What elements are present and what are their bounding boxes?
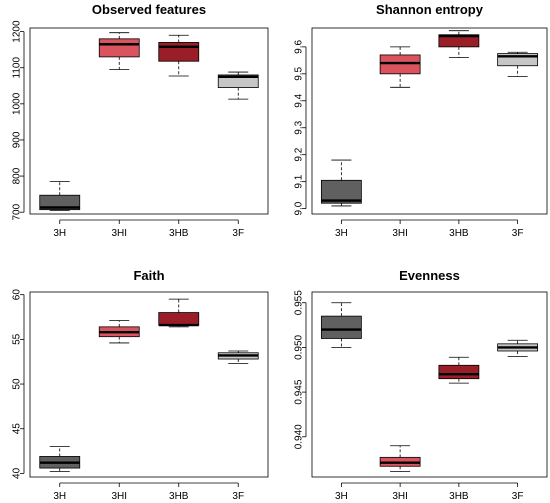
panel-title: Faith: [133, 268, 164, 283]
y-tick-label: 9.5: [294, 66, 305, 80]
x-tick-label: 3HI: [111, 491, 127, 502]
y-tick-label: 0.950: [294, 334, 305, 359]
y-tick-label: 45: [12, 423, 23, 435]
plot-frame: [311, 291, 548, 478]
box-3F: [497, 339, 539, 357]
box-3F: [497, 51, 539, 77]
panel-title: Observed features: [92, 2, 206, 17]
box-3HI: [98, 320, 140, 344]
box-3H: [320, 159, 362, 207]
y-tick-label: 55: [12, 333, 23, 345]
iqr-box: [379, 54, 421, 75]
iqr-box: [98, 38, 140, 58]
box-3F: [217, 71, 259, 100]
y-tick-label: 1200: [11, 20, 22, 43]
plot-frame: [29, 291, 269, 478]
x-tick-label: 3HB: [449, 491, 469, 502]
box-3H: [39, 446, 81, 473]
iqr-box: [39, 194, 81, 211]
y-tick-label: 900: [12, 131, 23, 148]
y-tick-label: 700: [12, 203, 23, 220]
panel-2: Shannon entropy 9.0 9.1 9.2 9.3 9.4 9.5 9.6 3H 3H…: [294, 2, 548, 239]
box-3HB: [438, 30, 480, 59]
plot-frame: [29, 27, 269, 215]
box-3H: [320, 302, 362, 348]
x-tick-label: 3F: [232, 491, 244, 502]
x-tick-label: 3HB: [169, 228, 189, 239]
box-3HB: [158, 34, 200, 77]
x-tick-label: 3F: [512, 491, 524, 502]
panel-title: Evenness: [399, 268, 460, 283]
panel-title: Shannon entropy: [376, 2, 484, 17]
y-tick-label: 9.3: [294, 120, 305, 134]
y-tick-label: 0.940: [294, 424, 305, 449]
x-tick-label: 3F: [512, 228, 524, 239]
y-tick-label: 1000: [12, 92, 23, 115]
x-tick-label: 3H: [335, 228, 348, 239]
iqr-box: [158, 42, 200, 62]
y-tick-label: 0.945: [294, 379, 305, 404]
iqr-box: [217, 74, 259, 88]
iqr-box: [320, 179, 362, 204]
box-3H: [39, 181, 81, 211]
iqr-box: [438, 364, 480, 380]
x-tick-label: 3HI: [111, 228, 127, 239]
box-3HI: [379, 445, 421, 473]
box-3HB: [158, 298, 200, 328]
iqr-box: [320, 315, 362, 339]
panel-4: Evenness 0.940 0.945 0.950 0.955 3H 3HI 3HB 3F: [294, 268, 548, 502]
x-tick-label: 3HI: [392, 491, 408, 502]
iqr-box: [158, 312, 200, 326]
x-tick-label: 3HB: [169, 491, 189, 502]
y-tick-label: 1100: [12, 57, 23, 79]
y-tick-label: 9.4: [294, 93, 305, 107]
y-tick-label: 60: [12, 289, 23, 301]
x-tick-label: 3H: [335, 491, 348, 502]
panel-1: Observed features 700 800 900 1000 1100 1200 3H…: [11, 2, 269, 239]
y-tick-label: 40: [12, 467, 23, 479]
box-3HI: [98, 32, 140, 70]
x-tick-label: 3HI: [392, 228, 408, 239]
panel-3: Faith 40 45 50 55 60 3H 3HI 3HB 3F: [12, 268, 269, 502]
box-3F: [217, 350, 259, 364]
y-tick-label: 9.0: [294, 201, 305, 215]
x-tick-label: 3H: [53, 228, 66, 239]
y-tick-label: 0.955: [294, 290, 305, 315]
box-3HI: [379, 46, 421, 88]
y-tick-label: 9.1: [294, 174, 305, 188]
y-tick-label: 9.6: [294, 39, 305, 53]
x-tick-label: 3HB: [449, 228, 469, 239]
x-tick-label: 3H: [53, 491, 66, 502]
y-tick-label: 800: [12, 167, 23, 184]
box-3HB: [438, 356, 480, 384]
y-tick-label: 50: [12, 378, 23, 390]
plot-frame: [311, 27, 548, 215]
x-tick-label: 3F: [232, 228, 244, 239]
y-tick-label: 9.2: [294, 147, 305, 161]
iqr-box: [438, 34, 480, 48]
